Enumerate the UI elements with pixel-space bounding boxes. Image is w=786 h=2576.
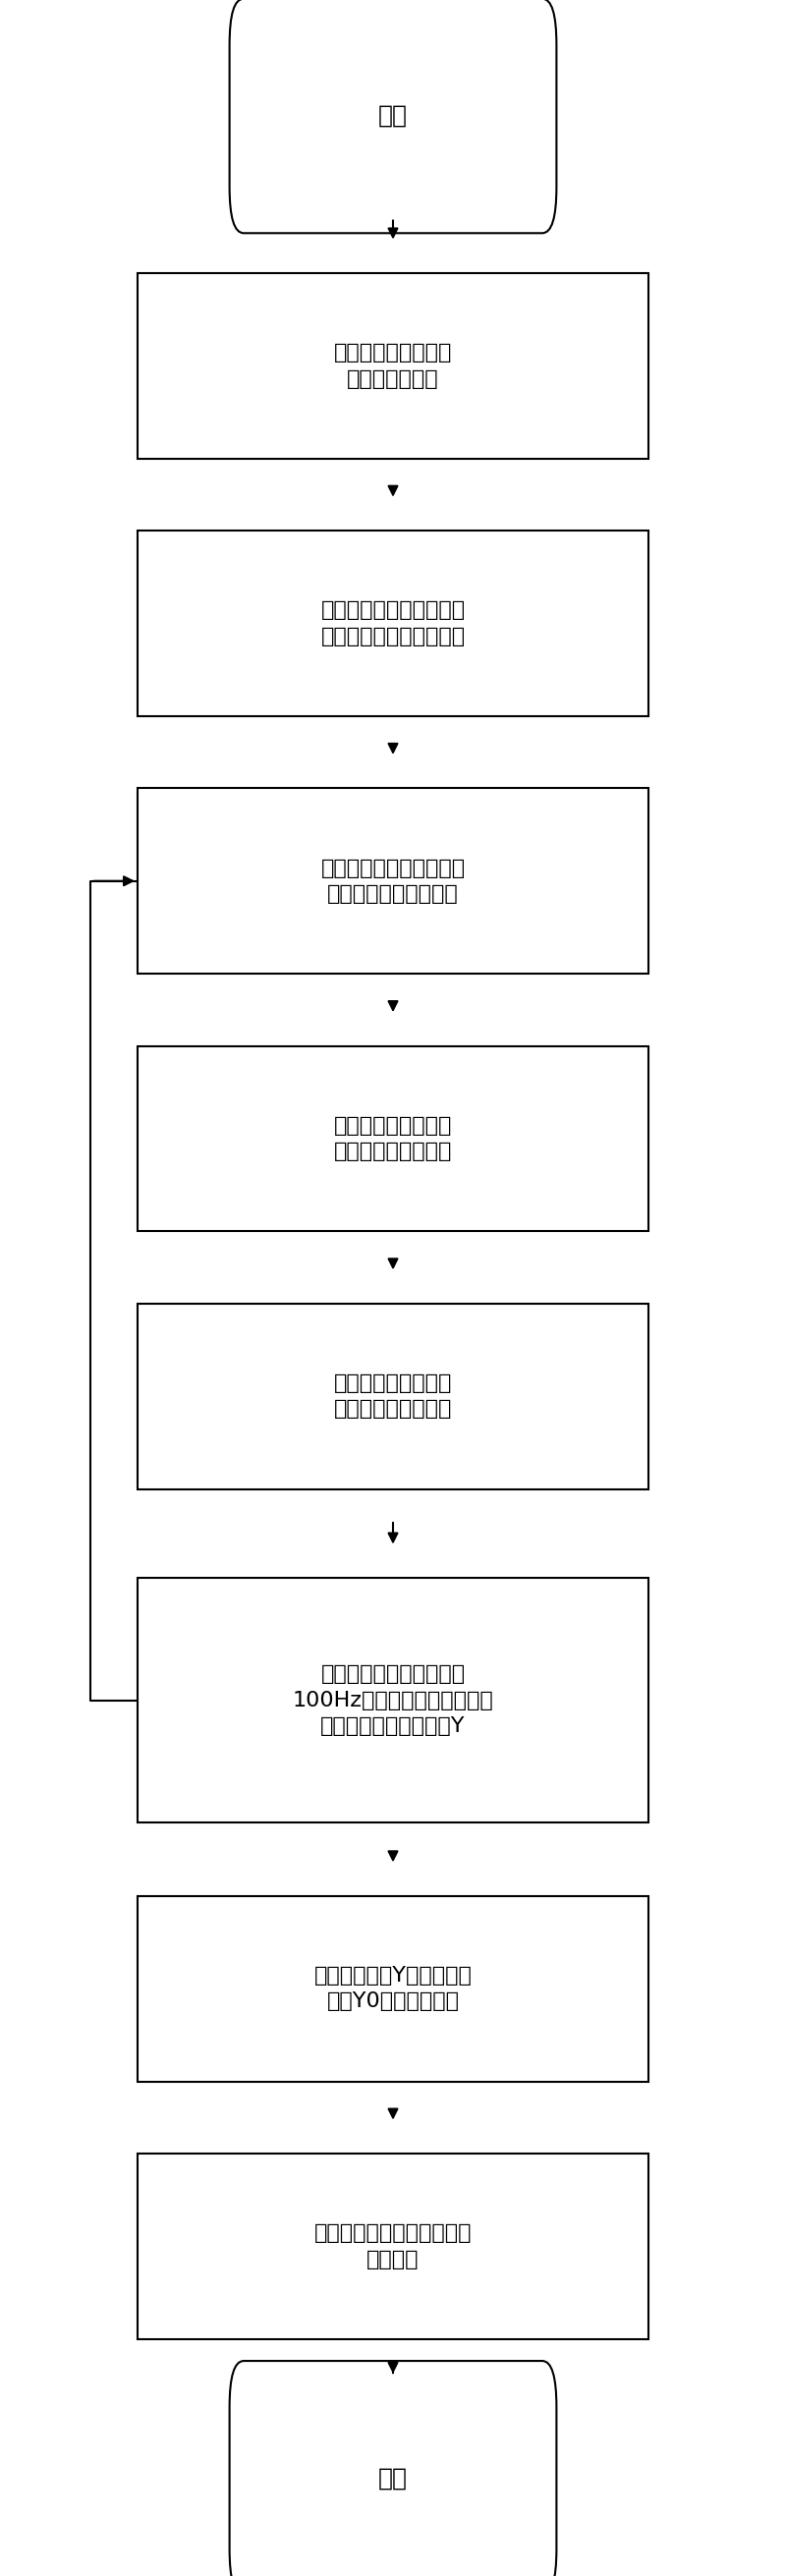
FancyBboxPatch shape [138,1046,648,1231]
Text: 根据判据对配电变压器状态
进行判断: 根据判据对配电变压器状态 进行判断 [314,2223,472,2269]
FancyBboxPatch shape [138,2154,648,2339]
FancyBboxPatch shape [230,0,556,234]
Text: 对电流信号、振动信号和
声音信号进行标准化处理: 对电流信号、振动信号和 声音信号进行标准化处理 [321,600,465,647]
FancyBboxPatch shape [138,1896,648,2081]
Text: 开始: 开始 [378,103,408,129]
Text: 计算各段振动信号与
声音信号的相干函数: 计算各段振动信号与 声音信号的相干函数 [334,1373,452,1419]
FancyBboxPatch shape [138,273,648,459]
Text: 计算融合曲线Y与历史融合
曲线Y0的灰色关联度: 计算融合曲线Y与历史融合 曲线Y0的灰色关联度 [314,1965,472,2012]
Text: 对各段振动信号、声
音信号进行频谱分析: 对各段振动信号、声 音信号进行频谱分析 [334,1115,452,1162]
Text: 结束: 结束 [378,2465,408,2491]
FancyBboxPatch shape [138,531,648,716]
Text: 获取电流信号、振动信号
100Hz分量、振声相干函数主
要频谱分量的融合曲线Y: 获取电流信号、振动信号 100Hz分量、振声相干函数主 要频谱分量的融合曲线Y [292,1664,494,1736]
FancyBboxPatch shape [138,1303,648,1489]
Text: 对电流信号、振动信号和
声音信号进行分段处理: 对电流信号、振动信号和 声音信号进行分段处理 [321,858,465,904]
Text: 采集电流信号、振动
信号和声音信号: 采集电流信号、振动 信号和声音信号 [334,343,452,389]
FancyBboxPatch shape [230,2360,556,2576]
FancyBboxPatch shape [138,788,648,974]
FancyBboxPatch shape [138,1577,648,1824]
